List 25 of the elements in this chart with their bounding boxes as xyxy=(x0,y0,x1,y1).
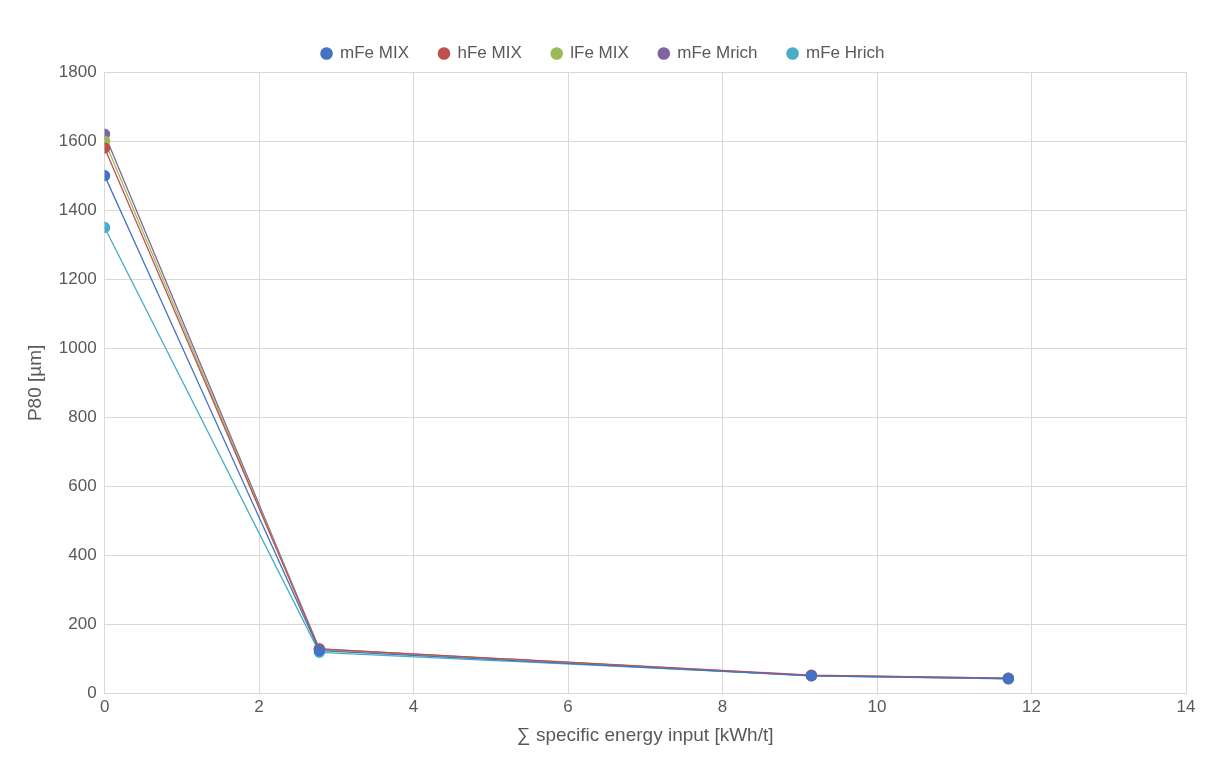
legend-label: mFe Mrich xyxy=(677,43,758,63)
y-tick-label: 1800 xyxy=(58,61,97,81)
x-tick-label: 4 xyxy=(408,696,419,716)
x-tick-label: 6 xyxy=(563,696,573,716)
legend-label: hFe MIX xyxy=(457,43,522,63)
y-tick-label: 1400 xyxy=(58,199,97,219)
y-tick-label: 0 xyxy=(87,683,97,703)
x-tick-label: 12 xyxy=(1022,696,1041,716)
legend-label: mFe MIX xyxy=(340,43,409,63)
x-axis-title: ∑ specific energy input [kWh/t] xyxy=(517,723,774,746)
y-tick-label: 1200 xyxy=(58,268,97,288)
x-tick-label: 14 xyxy=(1176,696,1196,716)
y-axis-title: P80 [µm] xyxy=(23,344,45,422)
y-tick-label: 200 xyxy=(68,614,97,634)
y-tick-label: 600 xyxy=(68,476,97,496)
x-tick-label: 0 xyxy=(99,696,110,716)
legend-label: lFe MIX xyxy=(570,43,629,63)
y-tick-label: 800 xyxy=(68,407,97,427)
y-tick-label: 1600 xyxy=(58,130,97,150)
y-tick-label: 400 xyxy=(68,545,97,565)
x-tick-label: 10 xyxy=(867,696,887,716)
y-tick-label: 1000 xyxy=(58,338,97,358)
legend-label: mFe Hrich xyxy=(806,43,885,63)
x-tick-label: 2 xyxy=(254,696,264,716)
x-tick-label: 8 xyxy=(717,696,728,716)
